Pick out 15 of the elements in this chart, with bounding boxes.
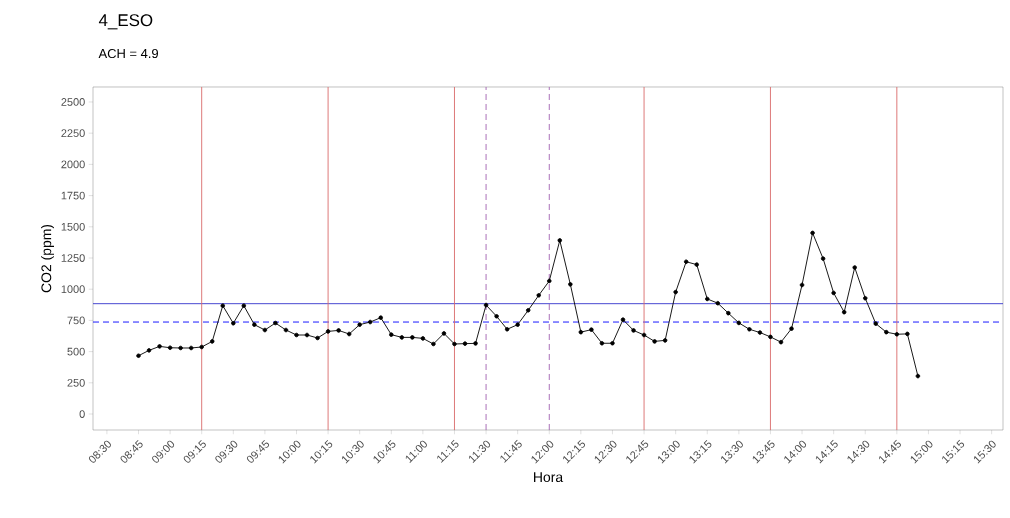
x-axis-title: Hora [534,472,564,483]
y-tick-label: 1250 [61,254,85,262]
y-tick-label: 2500 [61,98,85,106]
y-tick-label: 1500 [61,222,85,231]
chart-title: 4_ESO [98,14,153,30]
y-tick-label: 1000 [61,285,85,294]
y-tick-label: 250 [67,378,85,387]
y-tick-label: 1750 [61,191,85,200]
y-tick-label: 500 [67,347,85,356]
y-tick-label: 0 [79,410,85,418]
y-tick-label: 750 [67,316,85,325]
y-axis-title: CO2 (ppm) [41,224,55,293]
y-tick-label: 2000 [61,160,85,169]
chart-subtitle: ACH = 4.9 [98,48,159,59]
y-tick-label: 2250 [61,129,85,138]
